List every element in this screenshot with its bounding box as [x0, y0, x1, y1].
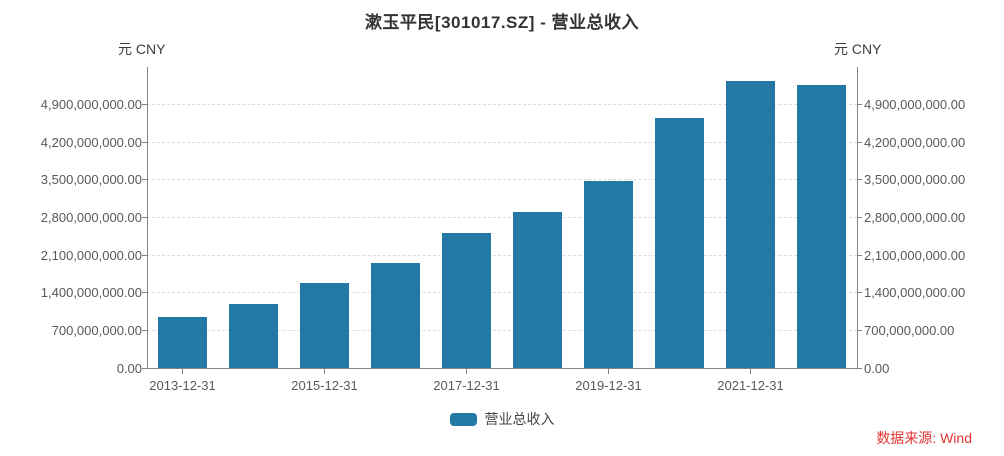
- y-axis-label-right: 700,000,000.00: [864, 322, 955, 338]
- y-axis-label-right: 3,500,000,000.00: [864, 172, 966, 188]
- bar-2020-12-31[interactable]: [655, 117, 704, 368]
- y-axis-label-left: 3,500,000,000.00: [40, 172, 142, 188]
- y-axis-line-right: [857, 67, 858, 369]
- y-axis-tick-right: [857, 217, 862, 218]
- x-axis-label: 2019-12-31: [575, 378, 642, 393]
- gridline: [147, 217, 857, 218]
- bar-2019-12-31[interactable]: [584, 180, 633, 368]
- y-axis-line-left: [147, 67, 148, 369]
- x-axis-label: 2017-12-31: [433, 378, 500, 393]
- bar-2021-12-31[interactable]: [726, 80, 775, 368]
- bar-2016-12-31[interactable]: [371, 263, 420, 368]
- bar-2015-12-31[interactable]: [300, 283, 349, 368]
- gridline: [147, 329, 857, 331]
- y-axis-tick-right: [857, 329, 862, 331]
- bar-2013-12-31[interactable]: [158, 316, 207, 368]
- y-axis-tick-left: [142, 292, 147, 294]
- y-axis-label-left: 700,000,000.00: [51, 322, 142, 338]
- y-axis-label-left: 4,900,000,000.00: [40, 97, 142, 113]
- chart-title: 漱玉平民[301017.SZ] - 营业总收入: [364, 13, 640, 32]
- x-axis-tick: [466, 369, 467, 374]
- y-axis-tick-left: [142, 254, 147, 256]
- x-axis-label: 2015-12-31: [291, 378, 358, 393]
- y-axis-label-left: 0.00: [116, 360, 142, 376]
- legend-label: 营业总收入: [484, 411, 555, 427]
- bar-2014-12-31[interactable]: [229, 304, 278, 368]
- y-axis-tick-left: [142, 217, 147, 218]
- bar-2022-12-31[interactable]: [797, 84, 846, 368]
- bar-2018-12-31[interactable]: [513, 211, 562, 368]
- x-axis-tick: [608, 369, 609, 374]
- y-axis-label-right: 0.00: [864, 360, 890, 376]
- x-axis-line: [147, 368, 858, 369]
- y-axis-label-left: 1,400,000,000.00: [40, 285, 142, 301]
- y-axis-tick-right: [857, 104, 862, 106]
- gridline: [147, 141, 857, 143]
- y-axis-label-left: 2,100,000,000.00: [40, 247, 142, 263]
- x-axis-tick: [324, 369, 325, 374]
- y-axis-tick-left: [142, 141, 147, 143]
- legend-swatch: [449, 412, 477, 426]
- legend-item[interactable]: 营业总收入: [0, 409, 1004, 429]
- gridline: [147, 254, 857, 256]
- x-axis-label: 2013-12-31: [149, 378, 216, 393]
- y-axis-label-right: 4,200,000,000.00: [864, 134, 966, 150]
- y-axis-unit-left: 元 CNY: [118, 41, 166, 57]
- gridline: [147, 179, 857, 181]
- y-axis-tick-right: [857, 141, 862, 143]
- y-axis-label-right: 2,100,000,000.00: [864, 247, 966, 263]
- y-axis-label-right: 2,800,000,000.00: [864, 210, 966, 225]
- y-axis-label-right: 1,400,000,000.00: [864, 285, 966, 301]
- y-axis-tick-left: [142, 367, 147, 369]
- y-axis-label-right: 4,900,000,000.00: [864, 97, 966, 113]
- y-axis-tick-right: [857, 292, 862, 294]
- y-axis-label-left: 2,800,000,000.00: [40, 210, 142, 225]
- x-axis-label: 2021-12-31: [717, 378, 784, 393]
- data-source-label: 数据来源: Wind: [876, 430, 972, 446]
- y-axis-unit-right: 元 CNY: [834, 41, 882, 57]
- gridline: [147, 104, 857, 106]
- y-axis-tick-left: [142, 329, 147, 331]
- x-axis-tick: [182, 369, 183, 374]
- gridline: [147, 292, 857, 294]
- y-axis-tick-left: [142, 179, 147, 181]
- y-axis-tick-right: [857, 254, 862, 256]
- y-axis-tick-right: [857, 367, 862, 369]
- x-axis-tick: [750, 369, 751, 374]
- bar-2017-12-31[interactable]: [442, 233, 491, 368]
- y-axis-tick-right: [857, 179, 862, 181]
- y-axis-tick-left: [142, 104, 147, 106]
- y-axis-label-left: 4,200,000,000.00: [40, 134, 142, 150]
